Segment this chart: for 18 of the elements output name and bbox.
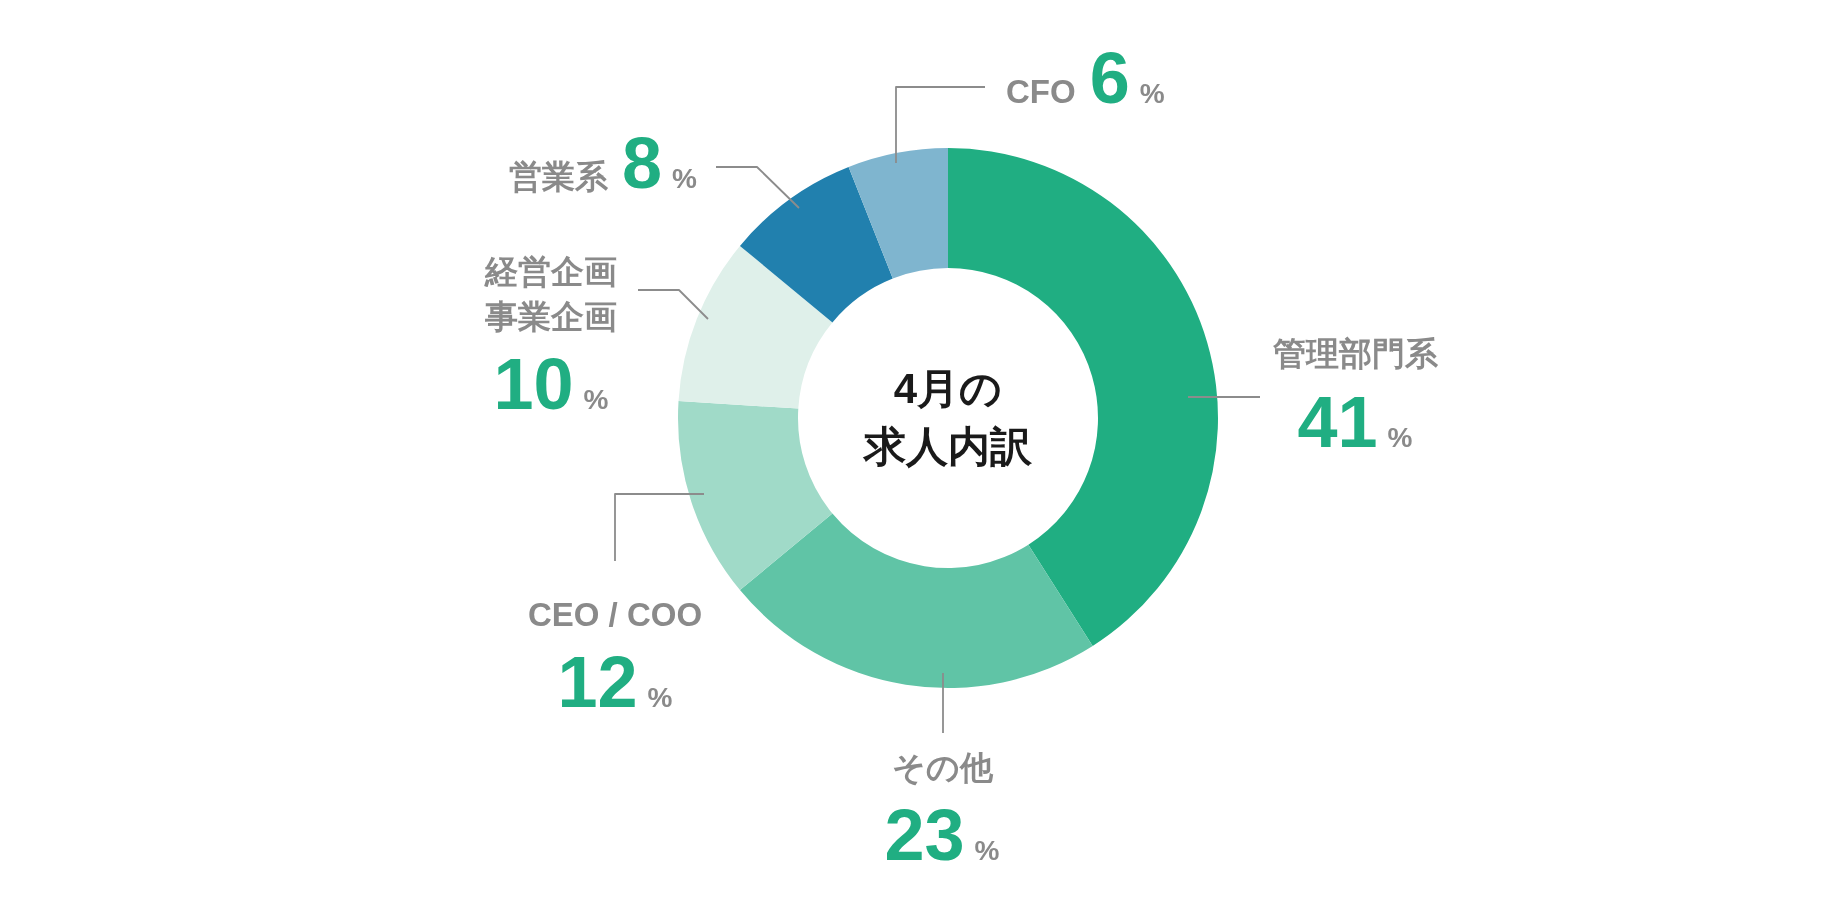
donut-slice <box>678 401 833 591</box>
donut-slice <box>739 513 1093 688</box>
data-label: 6% <box>1089 38 1165 118</box>
data-label: 12% <box>557 642 673 722</box>
slice-label: 経営企画事業企画 <box>484 253 617 335</box>
text: 4月の求人内訳 <box>862 364 1033 472</box>
donut-slice <box>678 245 833 409</box>
data-label: 23% <box>884 795 1000 875</box>
data-label: 10% <box>493 344 609 424</box>
slice-label: その他 <box>891 749 994 786</box>
data-label: 8% <box>622 123 698 203</box>
data-label: 41% <box>1297 382 1413 462</box>
donut-slice <box>739 166 893 323</box>
slice-label: CEO / COO <box>527 596 703 633</box>
slice-label: 営業系 <box>509 158 610 195</box>
slice-label: 管理部門系 <box>1271 335 1439 372</box>
slice-label: CFO <box>1006 73 1076 110</box>
donut-slice <box>848 148 948 279</box>
